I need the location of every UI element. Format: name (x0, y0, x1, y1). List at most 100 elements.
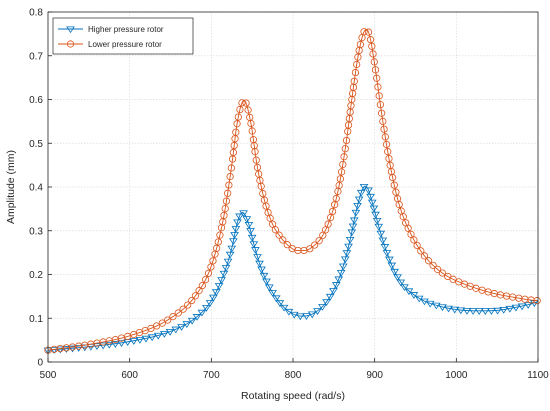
data-point (420, 252, 429, 260)
data-point (372, 217, 382, 225)
data-point (347, 229, 357, 237)
y-axis: 0 0.1 0.2 0.3 0.4 0.5 0.6 0.7 0.8 (29, 8, 52, 369)
data-point (307, 311, 317, 319)
data-point (253, 254, 262, 261)
data-point (390, 268, 400, 276)
data-point (369, 205, 379, 213)
data-point (342, 136, 351, 145)
legend-marker (66, 26, 75, 34)
data-point (225, 251, 235, 259)
data-point (425, 300, 435, 308)
data-point (364, 28, 373, 36)
data-point (376, 101, 384, 109)
data-point (221, 204, 229, 213)
data-point (111, 341, 120, 348)
data-point (226, 172, 234, 181)
data-point (187, 317, 197, 325)
data-point (353, 202, 362, 210)
data-point (379, 117, 387, 125)
data-point (202, 275, 210, 284)
y-tick-label: 0.1 (29, 314, 43, 325)
data-point (315, 237, 323, 245)
data-point (252, 156, 260, 164)
data-point (349, 217, 359, 225)
data-point (350, 77, 358, 85)
data-point (184, 301, 192, 309)
data-point (177, 324, 186, 331)
data-point (378, 237, 388, 245)
data-point (211, 289, 221, 296)
data-point (255, 260, 264, 268)
series-1 (44, 28, 541, 354)
data-point (369, 50, 377, 58)
data-point (395, 200, 403, 209)
data-point (306, 245, 314, 253)
data-point (179, 305, 187, 313)
data-point (337, 168, 346, 176)
data-point (438, 269, 447, 277)
data-point (236, 105, 244, 114)
data-point (264, 284, 274, 292)
data-point (400, 284, 409, 292)
data-point (444, 305, 453, 313)
data-point (266, 214, 274, 222)
data-point (404, 224, 412, 232)
data-point (268, 290, 277, 297)
data-point (246, 228, 255, 235)
data-point (329, 207, 337, 216)
data-point (271, 226, 280, 234)
data-point (74, 345, 83, 352)
data-point (229, 148, 237, 156)
data-point (474, 308, 484, 315)
data-point (197, 309, 207, 317)
data-point (230, 232, 239, 239)
data-point (223, 258, 233, 266)
data-point (336, 175, 344, 183)
x-tick-label: 700 (203, 370, 220, 381)
data-point (371, 66, 380, 74)
data-point (313, 308, 322, 315)
data-point (195, 287, 203, 295)
y-tick-label: 0.7 (29, 51, 43, 62)
data-point (318, 304, 327, 311)
data-point (364, 187, 373, 195)
legend-label: Lower pressure rotor (88, 40, 162, 49)
data-point (417, 247, 425, 255)
data-point (227, 164, 235, 172)
data-point (533, 297, 541, 305)
data-point (381, 133, 389, 141)
data-point (351, 209, 361, 217)
data-point (332, 194, 340, 203)
data-point (248, 127, 256, 135)
legend-box (52, 17, 194, 55)
data-point (98, 342, 108, 350)
data-point (359, 183, 369, 191)
y-tick-label: 0.2 (29, 270, 43, 281)
x-tick-label: 1000 (445, 370, 468, 381)
data-point (224, 189, 232, 197)
x-tick-label: 800 (285, 370, 302, 381)
data-point (324, 220, 332, 228)
data-point (387, 262, 397, 270)
data-point (259, 272, 269, 280)
data-point (242, 99, 250, 107)
y-tick-label: 0.4 (29, 183, 43, 194)
data-point (205, 300, 215, 307)
legend-marker (66, 40, 75, 48)
data-point (373, 74, 381, 82)
data-point (169, 313, 177, 321)
data-point (198, 281, 206, 290)
data-point (374, 223, 384, 231)
plot-area (43, 11, 541, 363)
data-point (251, 148, 259, 156)
data-point (375, 92, 383, 100)
x-tick-label: 900 (366, 370, 383, 381)
data-point (153, 332, 163, 340)
data-point (222, 197, 231, 205)
data-point (188, 296, 196, 305)
data-point (348, 223, 358, 231)
data-point (341, 145, 349, 153)
data-point (404, 288, 414, 296)
data-point (202, 305, 211, 312)
data-point (129, 338, 139, 345)
